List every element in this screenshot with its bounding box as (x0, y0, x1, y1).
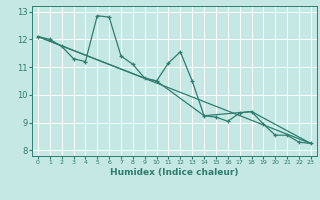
X-axis label: Humidex (Indice chaleur): Humidex (Indice chaleur) (110, 168, 239, 177)
